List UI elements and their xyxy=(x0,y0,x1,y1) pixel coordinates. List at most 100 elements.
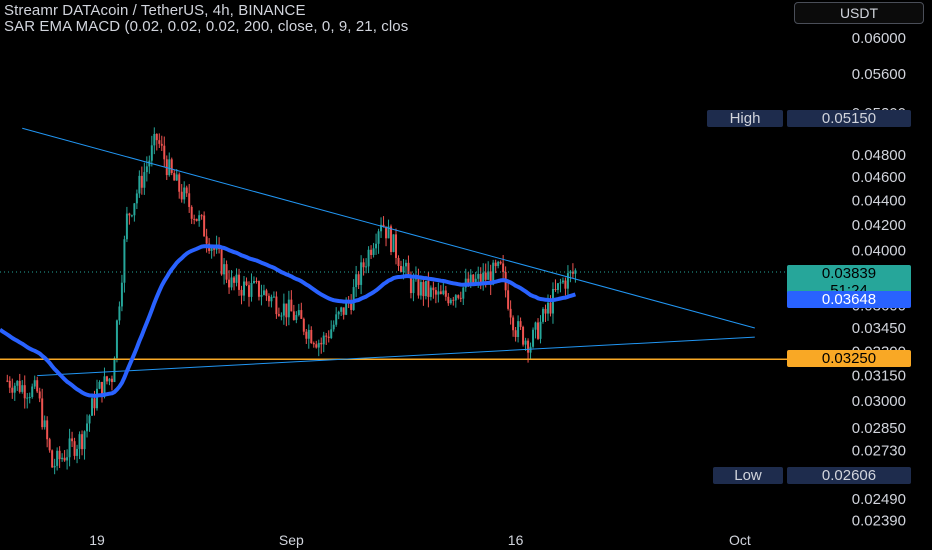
candle-body xyxy=(103,376,106,397)
candle-body xyxy=(437,291,440,295)
candle-body xyxy=(68,438,71,458)
candle-body xyxy=(138,175,141,194)
candle-body xyxy=(569,271,572,274)
candle-body xyxy=(88,415,91,424)
candle-body xyxy=(285,303,288,318)
candle-body xyxy=(46,420,49,440)
low-value-tag: 0.02606 xyxy=(787,467,911,484)
price-tick-label: 0.04000 xyxy=(852,242,906,259)
candle-body xyxy=(38,391,41,399)
candle-body xyxy=(519,321,522,327)
ascending-trendline xyxy=(37,336,755,377)
candle-body xyxy=(566,273,569,289)
candle-body xyxy=(230,277,233,288)
candle-body xyxy=(444,290,447,297)
candle-body xyxy=(335,314,338,325)
candle-body xyxy=(56,450,59,466)
candle-body xyxy=(198,215,201,221)
candle-body xyxy=(310,329,313,344)
candle-body xyxy=(305,331,308,339)
candle-body xyxy=(432,287,435,291)
candle-body xyxy=(360,262,363,285)
candle-body xyxy=(51,450,54,468)
candle-body xyxy=(11,387,14,393)
candle-body xyxy=(150,145,153,161)
candle-body xyxy=(282,303,285,316)
candle-body xyxy=(250,282,253,297)
candle-body xyxy=(61,457,64,460)
candle-body xyxy=(332,324,335,330)
candle-body xyxy=(133,203,136,216)
candle-body xyxy=(200,215,203,217)
candle-body xyxy=(522,326,525,345)
ema-value-tag: 0.03648 xyxy=(787,291,911,308)
candle-body xyxy=(307,329,310,339)
candle-body xyxy=(195,218,198,221)
candle-body xyxy=(81,434,84,450)
candle-body xyxy=(392,234,395,253)
candle-body xyxy=(73,441,76,456)
candle-body xyxy=(514,330,517,338)
candle-body xyxy=(434,290,437,295)
price-tick-label: 0.02390 xyxy=(852,512,906,529)
candle-body xyxy=(292,311,295,321)
candle-body xyxy=(290,299,293,312)
candle-body xyxy=(507,290,510,309)
candle-body xyxy=(265,290,268,296)
currency-button[interactable]: USDT xyxy=(794,2,924,24)
indicator-legend[interactable]: SAR EMA MACD (0.02, 0.02, 0.02, 200, clo… xyxy=(4,18,409,35)
ema-line xyxy=(0,244,577,398)
candle-body xyxy=(452,299,455,301)
price-tick-label: 0.03450 xyxy=(852,320,906,337)
candle-body xyxy=(277,314,280,316)
candle-body xyxy=(387,226,390,239)
candle-body xyxy=(183,187,186,200)
candle-body xyxy=(23,385,26,399)
price-tick-label: 0.04200 xyxy=(852,217,906,234)
candle-body xyxy=(350,302,353,310)
candle-body xyxy=(28,396,31,398)
candle-body xyxy=(397,257,400,266)
candle-body xyxy=(233,277,236,283)
candle-body xyxy=(554,288,557,290)
candle-body xyxy=(419,282,422,296)
candle-body xyxy=(482,272,485,284)
candle-body xyxy=(459,297,462,299)
candle-body xyxy=(247,285,250,297)
candle-body xyxy=(556,283,559,290)
candle-body xyxy=(203,215,206,237)
candle-body xyxy=(295,314,298,321)
candle-body xyxy=(188,193,191,207)
candle-body xyxy=(442,290,445,295)
high-value-tag: 0.05150 xyxy=(787,110,911,127)
candle-body xyxy=(472,274,475,284)
candle-body xyxy=(542,308,545,322)
candle-body xyxy=(337,311,340,315)
candle-body xyxy=(53,465,56,468)
candle-body xyxy=(429,287,432,297)
candle-body xyxy=(544,308,547,314)
time-tick-label: Sep xyxy=(279,532,304,548)
candle-body xyxy=(83,431,86,450)
candle-body xyxy=(160,143,163,146)
candle-body xyxy=(529,346,532,353)
candle-body xyxy=(532,329,535,347)
candle-body xyxy=(135,193,138,204)
candle-body xyxy=(377,231,380,244)
candle-body xyxy=(574,270,577,274)
candle-body xyxy=(287,299,290,318)
low-label-tag: Low xyxy=(713,467,783,484)
candle-body xyxy=(357,274,360,285)
candle-body xyxy=(21,385,24,392)
candle-body xyxy=(300,310,303,319)
candle-body xyxy=(367,249,370,267)
candle-body xyxy=(317,342,320,348)
candle-body xyxy=(302,318,305,332)
candle-body xyxy=(173,173,176,181)
candle-body xyxy=(143,172,146,188)
candle-body xyxy=(322,335,325,345)
candle-body xyxy=(564,280,567,289)
candle-body xyxy=(402,266,405,273)
candle-body xyxy=(8,380,11,388)
candle-body xyxy=(170,159,173,174)
